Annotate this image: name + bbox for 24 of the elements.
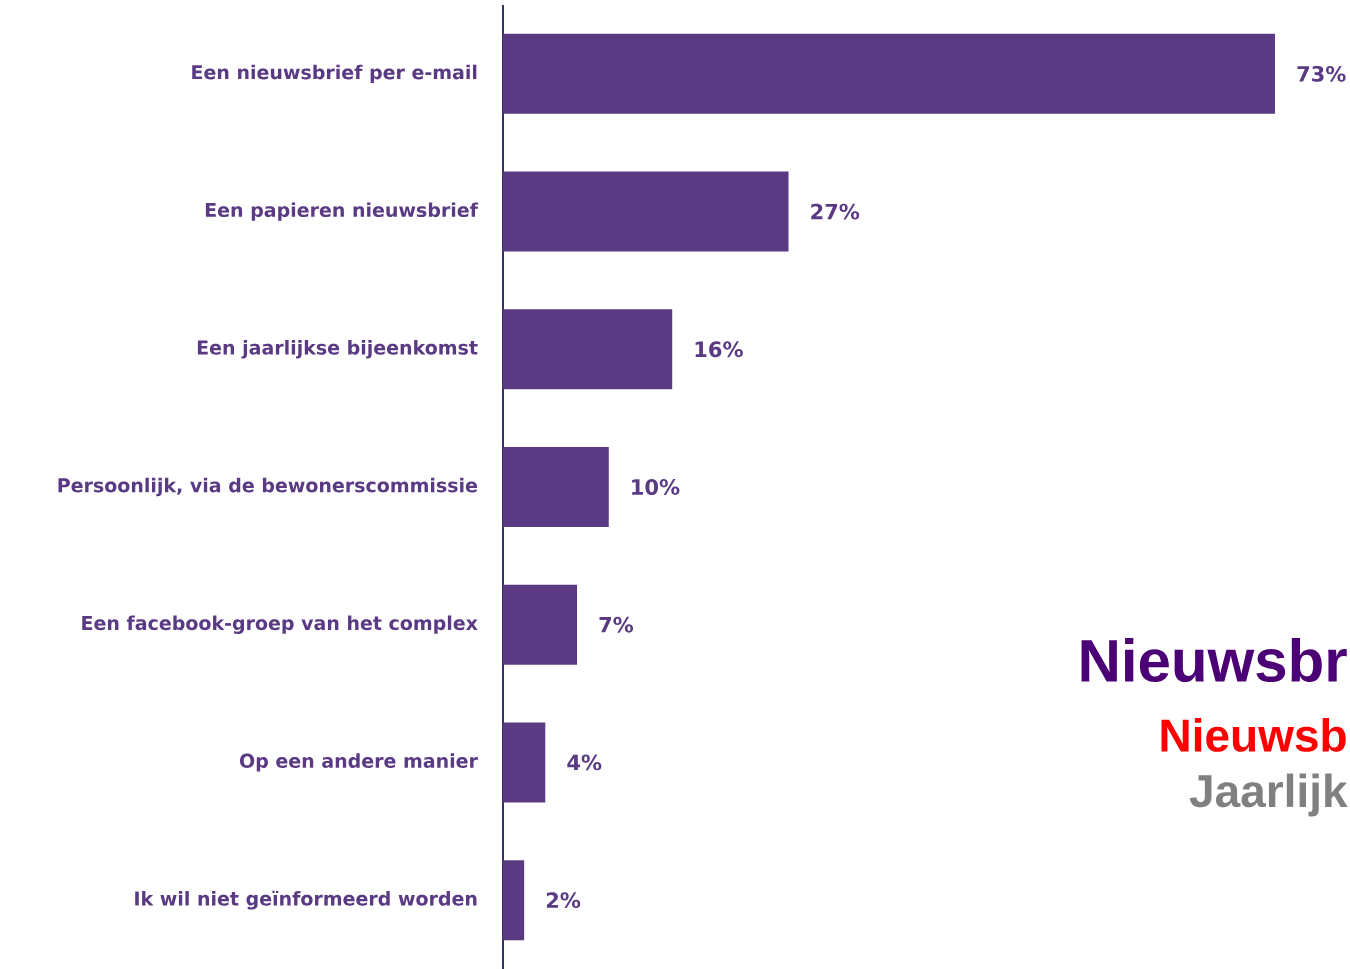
data-label: 10% [632,479,680,495]
y-tick-label: Een papieren nieuwsbrief [205,202,479,221]
y-tick-label: Persoonlijk, via de bewonerscommissie [58,477,478,497]
y-tick-label: Ik wil niet geïnformeerd worden [135,890,477,910]
bar [503,584,578,665]
data-label: 16% [695,341,743,358]
annotation: Nieuwsb [1161,718,1346,752]
bar [503,860,525,941]
bar [503,171,789,252]
data-label: 2% [546,892,581,909]
y-tick-label: Op een andere manier [239,753,478,772]
bar [503,447,609,527]
data-label: 4% [567,754,602,771]
bar [503,309,673,390]
y-tick-label: Een facebook-groep van het complex [82,615,478,634]
annotation: Nieuwsbr [1081,637,1347,683]
data-label: 73% [1297,65,1346,82]
annotation: Jaarlijk [1189,773,1348,817]
y-tick-label: Een nieuwsbrief per e-mail [192,64,477,84]
bar [503,33,1275,114]
data-label: 27% [811,203,860,220]
data-label: 7% [599,616,634,633]
bar [503,722,546,803]
y-tick-label: Een jaarlijkse bijeenkomst [197,340,478,359]
